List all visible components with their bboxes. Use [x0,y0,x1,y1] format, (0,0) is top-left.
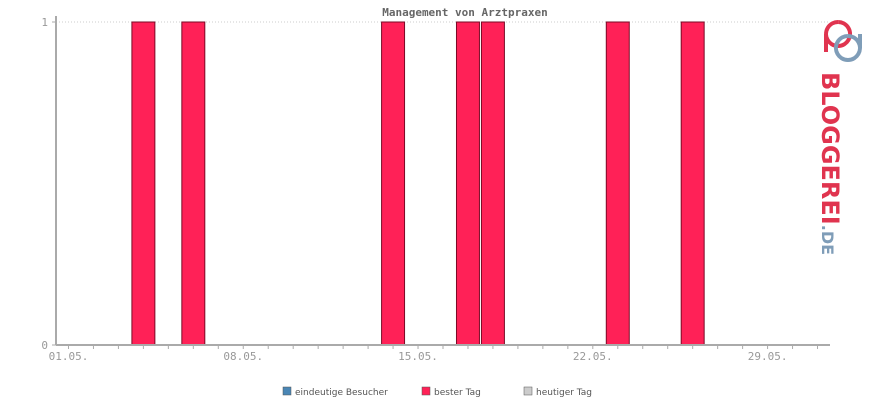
legend-label: eindeutige Besucher [295,388,388,398]
x-tick-label: 01.05. [49,350,89,363]
legend-swatch [421,386,431,396]
legend-label: heutiger Tag [536,388,592,398]
bar-bester-Tag-day-26 [680,21,705,346]
x-tick-label: 22.05. [573,350,613,363]
y-tick-label: 1 [41,16,48,29]
svg-text:BLOGGEREI.DE: BLOGGEREI.DE [816,72,844,255]
axes: 0 1 01.05. 08.05. 15.05. 22.05. 29.05. [41,16,830,363]
logo-text-suffix: .DE [818,225,837,255]
logo-mark-icon [824,20,862,62]
bar-bester-Tag-day-6 [181,21,206,346]
x-tick-label: 29.05. [748,350,788,363]
legend-swatch [523,386,533,396]
bar-bester-Tag-day-4 [131,21,156,346]
bar-bester-Tag-day-23 [605,21,630,346]
logo-text-main: BLOGGEREI [816,72,844,225]
x-tick-label: 08.05. [223,350,263,363]
legend: eindeutige Besucher bester Tag heutiger Ta… [282,386,592,398]
bar-bester-Tag-day-18 [480,21,505,346]
bloggerei-logo: BLOGGEREI.DE [816,20,862,255]
x-tick-label: 15.05. [398,350,438,363]
legend-swatch [282,386,292,396]
bars [131,21,705,346]
y-tick-label: 0 [41,339,48,352]
bar-bester-Tag-day-17 [455,21,480,346]
legend-label: bester Tag [434,388,481,398]
chart-title: Management von Arztpraxen [382,6,548,19]
bar-bester-Tag-day-14 [381,21,406,346]
